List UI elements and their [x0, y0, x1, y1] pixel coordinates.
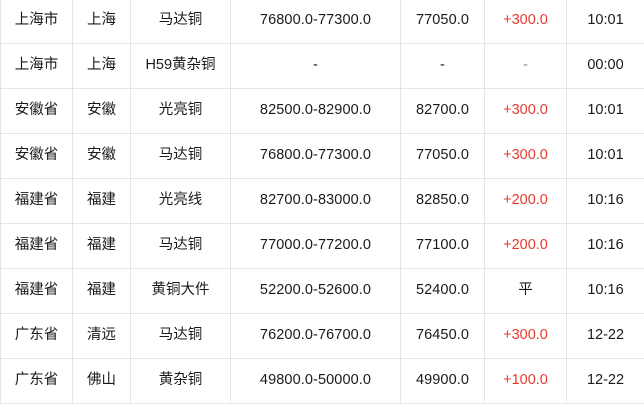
cell-change: +200.0 [484, 223, 567, 269]
cell-province: 安徽省 [0, 88, 73, 134]
cell-change: +300.0 [484, 133, 567, 179]
table-row[interactable]: 安徽省 安徽 马达铜 76800.0-77300.0 77050.0 +300.0 10:0… [0, 133, 644, 179]
cell-city: 福建 [72, 223, 131, 269]
cell-time: 10:01 [566, 88, 644, 134]
table-row[interactable]: 福建省 福建 黄铜大件 52200.0-52600.0 52400.0 平 10:16 [0, 268, 644, 314]
cell-change: +300.0 [484, 88, 567, 134]
cell-province: 福建省 [0, 268, 73, 314]
cell-city: 福建 [72, 268, 131, 314]
cell-time: 10:16 [566, 268, 644, 314]
cell-city: 上海 [72, 43, 131, 89]
cell-province: 福建省 [0, 223, 73, 269]
cell-product: 马达铜 [130, 0, 231, 44]
cell-city: 安徽 [72, 133, 131, 179]
cell-range: 76800.0-77300.0 [230, 133, 401, 179]
cell-range: - [230, 43, 401, 89]
cell-product: 光亮线 [130, 178, 231, 224]
cell-product: 马达铜 [130, 133, 231, 179]
cell-range: 49800.0-50000.0 [230, 358, 401, 404]
cell-range: 82700.0-83000.0 [230, 178, 401, 224]
cell-change: +100.0 [484, 358, 567, 404]
cell-product: H59黄杂铜 [130, 43, 231, 89]
cell-city: 清远 [72, 313, 131, 359]
cell-range: 52200.0-52600.0 [230, 268, 401, 314]
cell-change: - [484, 43, 567, 89]
cell-product: 马达铜 [130, 313, 231, 359]
cell-time: 10:16 [566, 223, 644, 269]
cell-price: 82850.0 [400, 178, 485, 224]
table-row[interactable]: 广东省 佛山 黄杂铜 49800.0-50000.0 49900.0 +100.0 12-2… [0, 358, 644, 404]
cell-time: 12-22 [566, 358, 644, 404]
cell-product: 黄杂铜 [130, 358, 231, 404]
cell-province: 上海市 [0, 0, 73, 44]
cell-range: 77000.0-77200.0 [230, 223, 401, 269]
cell-range: 82500.0-82900.0 [230, 88, 401, 134]
cell-price: - [400, 43, 485, 89]
cell-price: 77050.0 [400, 133, 485, 179]
cell-price: 52400.0 [400, 268, 485, 314]
cell-range: 76200.0-76700.0 [230, 313, 401, 359]
cell-price: 76450.0 [400, 313, 485, 359]
cell-city: 上海 [72, 0, 131, 44]
cell-price: 77100.0 [400, 223, 485, 269]
cell-province: 广东省 [0, 358, 73, 404]
cell-change: +300.0 [484, 313, 567, 359]
table-row[interactable]: 上海市 上海 H59黄杂铜 - - -00:00 [0, 43, 644, 89]
cell-province: 上海市 [0, 43, 73, 89]
cell-product: 马达铜 [130, 223, 231, 269]
cell-range: 76800.0-77300.0 [230, 0, 401, 44]
cell-change: +200.0 [484, 178, 567, 224]
cell-time: 10:01 [566, 0, 644, 44]
cell-time: 10:16 [566, 178, 644, 224]
cell-time: 00:00 [566, 43, 644, 89]
cell-price: 82700.0 [400, 88, 485, 134]
table-row[interactable]: 上海市 上海 马达铜 76800.0-77300.0 77050.0 +300.0 10:0… [0, 0, 644, 44]
table-row[interactable]: 广东省 清远 马达铜 76200.0-76700.0 76450.0 +300.0 12-2… [0, 313, 644, 359]
cell-time: 12-22 [566, 313, 644, 359]
cell-product: 黄铜大件 [130, 268, 231, 314]
cell-province: 广东省 [0, 313, 73, 359]
cell-change: 平 [484, 268, 567, 314]
cell-change: +300.0 [484, 0, 567, 44]
cell-price: 49900.0 [400, 358, 485, 404]
cell-province: 安徽省 [0, 133, 73, 179]
cell-province: 福建省 [0, 178, 73, 224]
cell-price: 77050.0 [400, 0, 485, 44]
cell-city: 安徽 [72, 88, 131, 134]
table-row[interactable]: 福建省 福建 马达铜 77000.0-77200.0 77100.0 +200.0 10:1… [0, 223, 644, 269]
cell-time: 10:01 [566, 133, 644, 179]
table-row[interactable]: 安徽省 安徽 光亮铜 82500.0-82900.0 82700.0 +300.0 10:0… [0, 88, 644, 134]
cell-city: 福建 [72, 178, 131, 224]
cell-city: 佛山 [72, 358, 131, 404]
table-row[interactable]: 福建省 福建 光亮线 82700.0-83000.0 82850.0 +200.0 10:1… [0, 178, 644, 224]
cell-product: 光亮铜 [130, 88, 231, 134]
